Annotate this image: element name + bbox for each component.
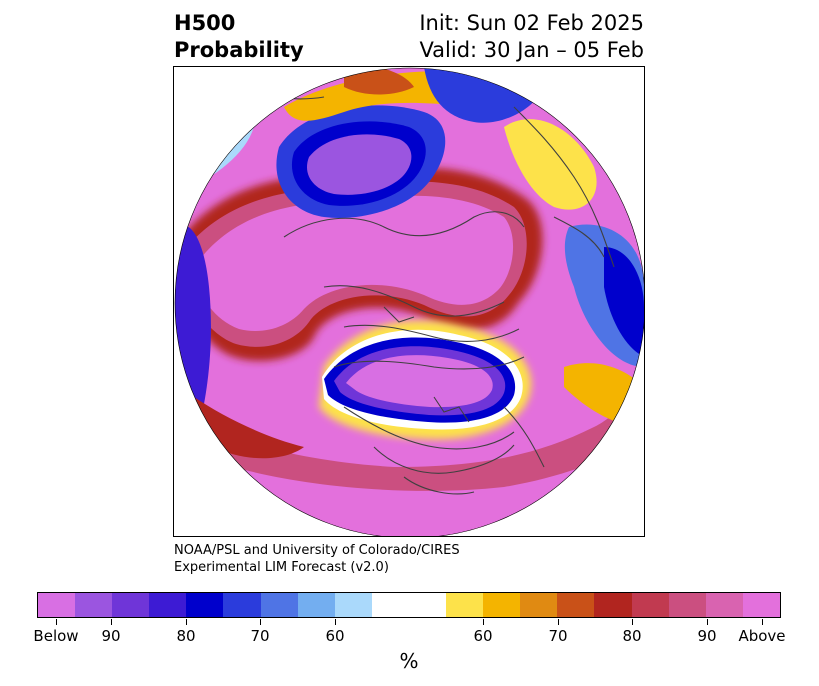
credit-line-2: Experimental LIM Forecast (v2.0) (174, 560, 389, 575)
map-boundary (174, 67, 644, 536)
colorbar-swatch (186, 593, 224, 617)
colorbar-tick-label: 70 (548, 627, 568, 645)
probability-map (174, 67, 644, 536)
colorbar (37, 592, 781, 618)
colorbar-tick-label: Below (33, 627, 79, 645)
colorbar-swatch (594, 593, 632, 617)
colorbar-tick-label: 60 (325, 627, 345, 645)
colorbar-swatch (371, 593, 409, 617)
colorbar-swatch (631, 593, 669, 617)
colorbar-swatch (520, 593, 558, 617)
colorbar-tick-label: 70 (250, 627, 270, 645)
colorbar-swatch (705, 593, 743, 617)
colorbar-tick-label: Above (738, 627, 786, 645)
colorbar-tick-label: 60 (473, 627, 493, 645)
colorbar-tick (558, 619, 559, 625)
colorbar-swatch (112, 593, 150, 617)
colorbar-swatch (38, 593, 76, 617)
colorbar-tick-label: 80 (176, 627, 196, 645)
title-field: H500 (174, 11, 236, 35)
colorbar-tick (707, 619, 708, 625)
colorbar-tick (260, 619, 261, 625)
date-info: Init: Sun 02 Feb 2025 Valid: 30 Jan – 05… (419, 10, 644, 64)
credit-line-1: NOAA/PSL and University of Colorado/CIRE… (174, 543, 460, 558)
colorbar-swatch (260, 593, 298, 617)
colorbar-tick (762, 619, 763, 625)
map-panel (173, 66, 645, 537)
colorbar-tick-label: 90 (101, 627, 121, 645)
colorbar-tick (632, 619, 633, 625)
colorbar-swatch (557, 593, 595, 617)
title-quantity: Probability (174, 38, 304, 62)
colorbar-tick (335, 619, 336, 625)
colorbar-tick (111, 619, 112, 625)
valid-range: Valid: 30 Jan – 05 Feb (419, 38, 644, 62)
colorbar-tick-label: 80 (622, 627, 642, 645)
colorbar-swatch (483, 593, 521, 617)
colorbar-swatch (223, 593, 261, 617)
colorbar-tick (56, 619, 57, 625)
colorbar-swatch (297, 593, 335, 617)
colorbar-swatch (408, 593, 447, 617)
colorbar-tick (186, 619, 187, 625)
colorbar-unit: % (399, 649, 419, 673)
colorbar-tick-label: 90 (697, 627, 717, 645)
colorbar-swatch (75, 593, 113, 617)
probability-field (175, 68, 644, 536)
colorbar-swatch (742, 593, 780, 617)
colorbar-swatch (668, 593, 706, 617)
colorbar-tick (483, 619, 484, 625)
init-date: Init: Sun 02 Feb 2025 (419, 11, 644, 35)
colorbar-swatch (149, 593, 187, 617)
chart-title: H500 Probability (174, 10, 304, 64)
colorbar-swatch (334, 593, 372, 617)
colorbar-swatch (446, 593, 484, 617)
credit-text: NOAA/PSL and University of Colorado/CIRE… (174, 542, 460, 576)
